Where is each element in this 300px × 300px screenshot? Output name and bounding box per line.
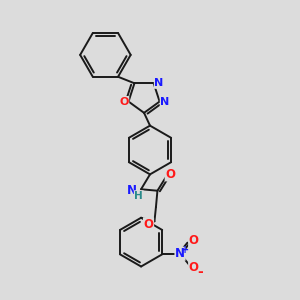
Text: N: N — [175, 247, 185, 260]
Text: N: N — [127, 184, 136, 197]
Text: O: O — [165, 168, 175, 181]
Text: H: H — [134, 191, 143, 201]
Text: +: + — [181, 245, 189, 255]
Text: N: N — [160, 97, 170, 106]
Text: O: O — [119, 97, 129, 106]
Text: O: O — [189, 262, 199, 275]
Text: O: O — [189, 235, 199, 248]
Text: O: O — [143, 218, 154, 231]
Text: N: N — [154, 78, 164, 88]
Text: -: - — [197, 265, 203, 279]
